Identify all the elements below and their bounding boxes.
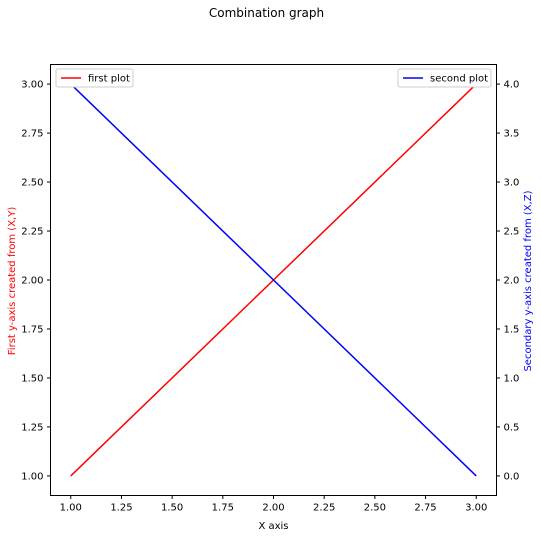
legend-second-plot: second plot — [397, 68, 492, 88]
x-tick-label: 3.00 — [465, 503, 487, 514]
legend-first-plot: first plot — [55, 68, 134, 88]
left-y-axis-label: First y-axis created from (X,Y) — [7, 207, 18, 356]
x-tick-label: 1.25 — [110, 503, 132, 514]
right-y-axis-ticks: 0.0 0.5 1.0 1.5 2.0 2.5 3.0 3.5 4.0 — [496, 80, 520, 482]
x-tick-label: 1.75 — [212, 503, 234, 514]
right-y-tick-label: 3.0 — [504, 178, 520, 189]
right-y-tick-label: 1.0 — [504, 373, 520, 384]
right-y-tick-label: 1.5 — [504, 324, 520, 335]
right-y-axis-label: Secondary y-axis created from (X,Z) — [523, 190, 534, 371]
right-y-tick-label: 2.5 — [504, 227, 520, 238]
left-y-tick-label: 1.25 — [21, 422, 43, 433]
right-y-tick-label: 0.5 — [504, 422, 520, 433]
chart-title: Combination graph — [209, 6, 324, 20]
left-y-axis-ticks: 1.00 1.25 1.50 1.75 2.00 2.25 2.50 2.75 3.00 — [21, 80, 51, 482]
x-axis-label: X axis — [258, 521, 288, 532]
legend-second-plot-label: second plot — [430, 74, 488, 85]
x-tick-label: 1.00 — [60, 503, 82, 514]
x-tick-label: 2.50 — [364, 503, 386, 514]
left-y-tick-label: 2.25 — [21, 227, 43, 238]
legend-second-plot-box — [397, 68, 492, 88]
left-y-tick-label: 3.00 — [21, 80, 43, 91]
right-y-tick-label: 3.5 — [504, 129, 520, 140]
x-tick-label: 2.00 — [262, 503, 284, 514]
x-axis-ticks: 1.00 1.25 1.50 1.75 2.00 2.25 2.50 2.75 3.00 — [60, 495, 487, 514]
x-tick-label: 2.25 — [313, 503, 335, 514]
left-y-tick-label: 2.75 — [21, 129, 43, 140]
left-y-tick-label: 2.00 — [21, 276, 43, 287]
right-y-tick-label: 2.0 — [504, 276, 520, 287]
right-y-tick-label: 0.0 — [504, 471, 520, 482]
right-y-tick-label: 4.0 — [504, 80, 520, 91]
legend-first-plot-label: first plot — [88, 74, 130, 85]
left-y-tick-label: 1.00 — [21, 471, 43, 482]
left-y-tick-label: 1.50 — [21, 373, 43, 384]
series-lines — [70, 83, 477, 477]
second-plot-line — [70, 83, 477, 477]
left-y-tick-label: 2.50 — [21, 178, 43, 189]
left-y-tick-label: 1.75 — [21, 324, 43, 335]
legend-first-plot-box — [55, 68, 134, 88]
x-tick-label: 1.50 — [161, 503, 183, 514]
x-tick-label: 2.75 — [414, 503, 436, 514]
